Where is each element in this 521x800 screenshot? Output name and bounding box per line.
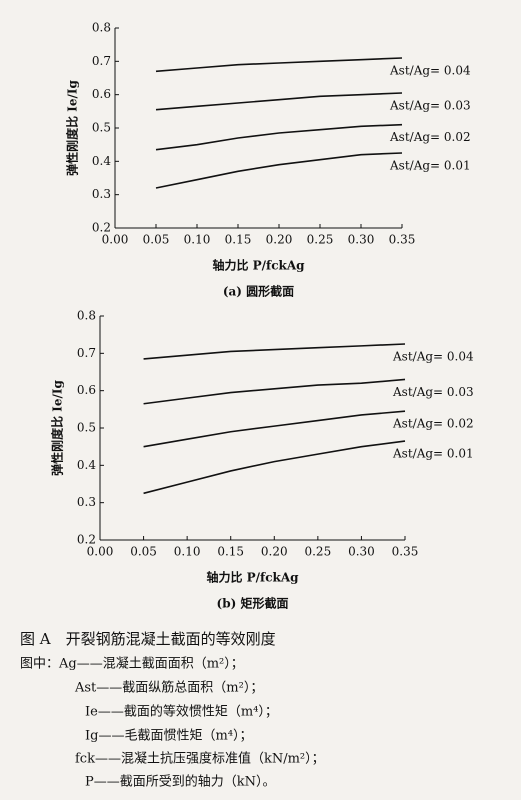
- series-label: Ast/Ag= 0.01: [392, 447, 474, 461]
- x-tick-label: 0.30: [348, 233, 375, 247]
- note: Ast——截面纵筋总面积（m²）；: [74, 680, 263, 696]
- x-tick-label: 0.05: [143, 233, 170, 247]
- y-tick-label: 0.8: [77, 309, 96, 323]
- x-tick-label: 0.10: [184, 233, 211, 247]
- x-tick-label: 0.15: [217, 545, 244, 559]
- y-tick-label: 0.8: [92, 21, 111, 35]
- y-tick-label: 0.6: [92, 87, 111, 101]
- series-label: Ast/Ag= 0.02: [389, 130, 471, 144]
- caption: 图 A 开裂钢筋混凝土截面的等效刚度: [20, 630, 276, 648]
- y-axis-label: 弹性刚度比 Ie/Ig: [65, 79, 80, 175]
- x-axis-label: 轴力比 P/fckAg: [212, 258, 305, 273]
- y-tick-label: 0.2: [77, 533, 96, 547]
- y-tick-label: 0.5: [77, 421, 96, 435]
- series-label: Ast/Ag= 0.02: [392, 417, 474, 431]
- x-axis-label: 轴力比 P/fckAg: [206, 570, 299, 585]
- y-tick-label: 0.2: [92, 221, 111, 235]
- x-tick-label: 0.30: [348, 545, 375, 559]
- note: Ie——截面的等效惯性矩（m⁴）；: [85, 704, 278, 720]
- note: fck——混凝土抗压强度标准值（kN/m²）；: [75, 751, 325, 767]
- subtitle: (a) 圆形截面: [223, 284, 294, 299]
- y-tick-label: 0.5: [92, 121, 111, 135]
- x-tick-label: 0.25: [304, 545, 331, 559]
- note: Ig——毛截面惯性矩（m⁴）；: [85, 728, 253, 744]
- series-label: Ast/Ag= 0.03: [389, 99, 471, 113]
- series-line: [155, 57, 403, 73]
- x-tick-label: 0.20: [266, 233, 293, 247]
- x-tick-label: 0.15: [225, 233, 252, 247]
- series-line: [155, 92, 403, 111]
- series-label: Ast/Ag= 0.03: [392, 385, 474, 399]
- series-label: Ast/Ag= 0.04: [392, 350, 474, 364]
- y-axis-label: 弹性刚度比 Ie/Ig: [50, 379, 65, 475]
- series-line: [155, 152, 403, 189]
- series-line: [143, 343, 406, 360]
- note: 图中：Ag——混凝土截面面积（m²）；: [20, 656, 244, 672]
- x-tick-label: 0.25: [307, 233, 334, 247]
- subtitle: (b) 矩形截面: [217, 596, 289, 611]
- series-line: [143, 378, 406, 405]
- series-line: [155, 123, 403, 151]
- x-tick-label: 0.35: [392, 545, 419, 559]
- series-label: Ast/Ag= 0.01: [389, 159, 471, 173]
- series-line: [143, 410, 406, 448]
- series-label: Ast/Ag= 0.04: [389, 64, 471, 78]
- x-tick-label: 0.05: [130, 545, 157, 559]
- y-tick-label: 0.4: [92, 154, 111, 168]
- series-line: [143, 440, 406, 495]
- note: P——截面所受到的轴力（kN）。: [85, 774, 276, 790]
- x-tick-label: 0.20: [261, 545, 288, 559]
- x-tick-label: 0.00: [87, 545, 114, 559]
- x-tick-label: 0.00: [102, 233, 129, 247]
- x-tick-label: 0.10: [174, 545, 201, 559]
- y-tick-label: 0.3: [92, 187, 111, 201]
- y-tick-label: 0.3: [77, 495, 96, 509]
- y-tick-label: 0.7: [92, 54, 111, 68]
- y-tick-label: 0.7: [77, 346, 96, 360]
- y-tick-label: 0.4: [77, 458, 96, 472]
- y-tick-label: 0.6: [77, 383, 96, 397]
- x-tick-label: 0.35: [389, 233, 416, 247]
